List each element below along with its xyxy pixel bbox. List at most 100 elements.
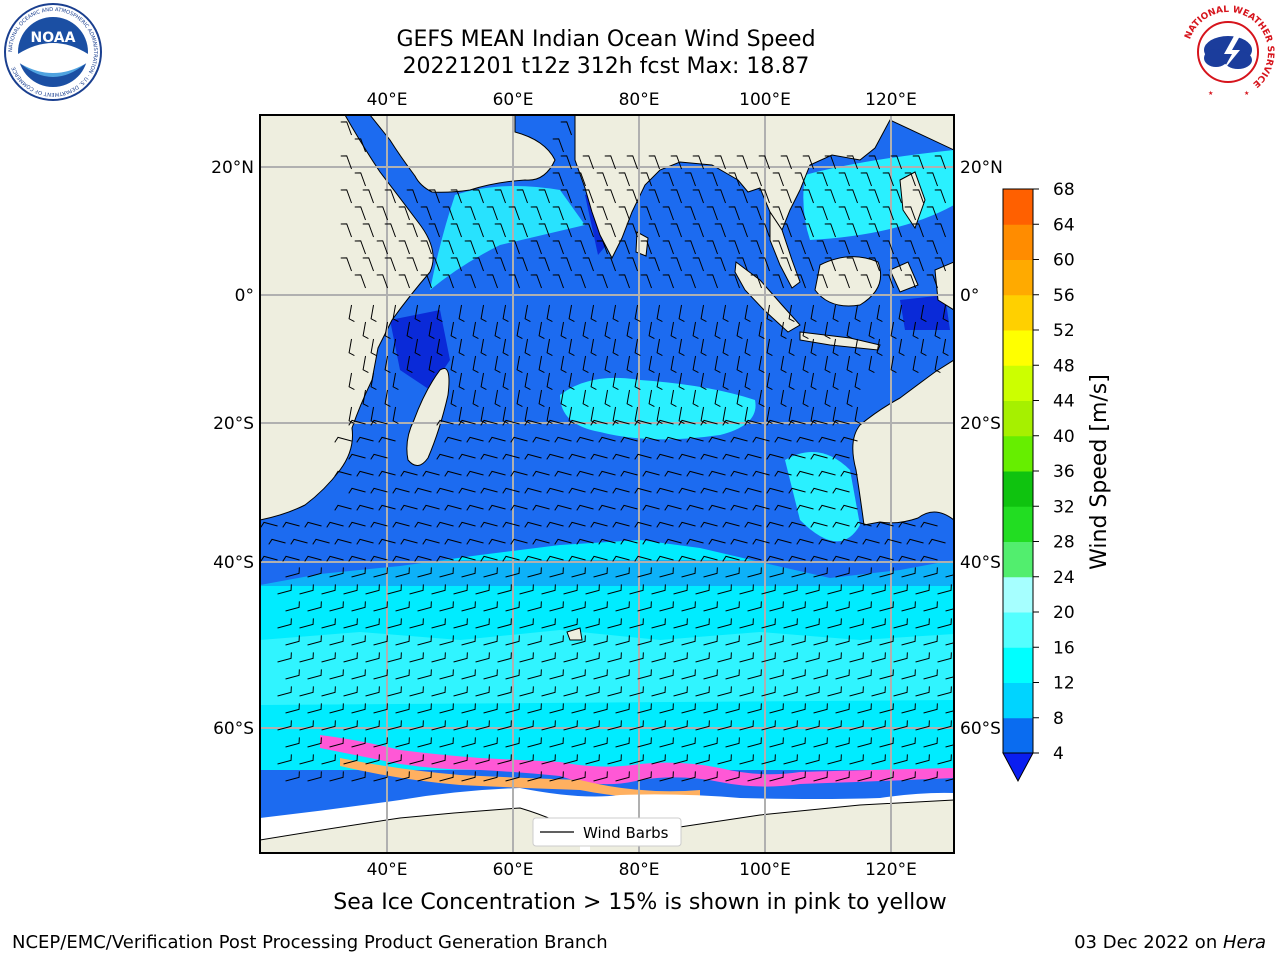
wind-barb bbox=[362, 389, 369, 408]
wind-barb bbox=[612, 304, 619, 323]
wind-barb bbox=[835, 669, 850, 680]
wind-barb bbox=[428, 355, 435, 374]
wind-barb bbox=[554, 470, 572, 477]
wind-barb bbox=[656, 338, 663, 357]
wind-barb bbox=[637, 737, 652, 748]
wind-barb bbox=[414, 338, 421, 357]
wind-barb bbox=[417, 669, 432, 680]
wind-barb bbox=[348, 555, 366, 562]
wind-barb bbox=[299, 720, 314, 731]
wind-barb bbox=[783, 618, 798, 629]
wind-barb bbox=[582, 355, 589, 374]
wind-barb bbox=[890, 355, 897, 374]
wind-barb bbox=[945, 642, 954, 646]
wind-barb bbox=[788, 372, 795, 391]
wind-barb bbox=[898, 304, 905, 323]
wind-barb bbox=[541, 686, 556, 697]
wind-barb bbox=[406, 223, 418, 238]
wind-barb bbox=[494, 355, 501, 374]
wind-barb bbox=[692, 155, 704, 170]
wind-barb bbox=[453, 652, 468, 663]
wind-barb bbox=[439, 635, 454, 646]
wind-barb bbox=[365, 652, 380, 663]
wind-barb bbox=[568, 372, 575, 391]
nws-logo: NATIONAL WEATHER SERVICE ★ ★ bbox=[1180, 4, 1276, 100]
wind-barb bbox=[750, 240, 762, 255]
wind-barb bbox=[854, 304, 861, 323]
wind-barb bbox=[766, 453, 784, 460]
wind-barb bbox=[802, 223, 814, 238]
wind-barb bbox=[615, 737, 630, 748]
wind-barb bbox=[351, 737, 366, 748]
wind-barb bbox=[725, 567, 740, 578]
lat-label-left: 0° bbox=[235, 286, 254, 306]
wind-barb bbox=[571, 771, 586, 782]
wind-barb bbox=[634, 304, 641, 323]
wind-barb bbox=[772, 206, 784, 221]
wind-barb bbox=[876, 338, 883, 357]
wind-barb bbox=[530, 240, 542, 255]
colorbar-band bbox=[1003, 541, 1033, 578]
wind-barb bbox=[307, 669, 322, 680]
wind-barb bbox=[700, 338, 707, 357]
wind-barb bbox=[678, 338, 685, 357]
wind-barb bbox=[783, 584, 798, 595]
wind-barb bbox=[461, 771, 476, 782]
wind-barb bbox=[428, 189, 440, 204]
wind-barb bbox=[656, 521, 674, 528]
wind-barb bbox=[832, 338, 839, 357]
wind-barb bbox=[285, 737, 300, 748]
wind-barb bbox=[849, 618, 864, 629]
wind-barb bbox=[766, 419, 784, 426]
wind-barb bbox=[486, 240, 498, 255]
wind-barb bbox=[772, 172, 784, 187]
wind-barb bbox=[436, 304, 443, 323]
lat-label-right: 40°S bbox=[960, 553, 1001, 573]
wind-barb bbox=[629, 720, 644, 731]
wind-barb bbox=[923, 567, 938, 578]
svg-text:★: ★ bbox=[1208, 90, 1213, 97]
wind-barb bbox=[761, 686, 776, 697]
wind-barb bbox=[409, 652, 424, 663]
wind-barb bbox=[642, 538, 660, 545]
wind-barb bbox=[618, 240, 630, 255]
wind-barb bbox=[651, 754, 666, 765]
wind-barb bbox=[502, 419, 520, 426]
wind-barb bbox=[700, 304, 707, 323]
wind-barb bbox=[920, 338, 927, 357]
wind-barb bbox=[832, 555, 850, 562]
wind-barb bbox=[549, 601, 564, 612]
wind-barb bbox=[439, 669, 454, 680]
wind-barb bbox=[670, 189, 682, 204]
wind-barb bbox=[810, 304, 817, 323]
wind-barb bbox=[384, 389, 391, 408]
wind-barb bbox=[703, 635, 718, 646]
wind-barb bbox=[585, 584, 600, 595]
wind-barb bbox=[615, 669, 630, 680]
wind-barb bbox=[695, 686, 710, 697]
wind-barb bbox=[574, 274, 586, 289]
footer-org: NCEP/EMC/Verification Post Processing Pr… bbox=[12, 932, 608, 953]
wind-barb bbox=[901, 601, 916, 612]
wind-barb bbox=[532, 504, 550, 511]
wind-barb bbox=[915, 584, 930, 595]
wind-barb bbox=[604, 355, 611, 374]
wind-barb bbox=[502, 521, 520, 528]
wind-barb bbox=[510, 470, 528, 477]
wind-barb bbox=[774, 504, 792, 511]
noaa-logo-text: NOAA bbox=[31, 30, 76, 46]
wind-barb bbox=[398, 274, 410, 289]
wind-barb bbox=[722, 487, 740, 494]
wind-barb bbox=[857, 737, 872, 748]
wind-barb bbox=[453, 754, 468, 765]
wind-barb bbox=[882, 274, 894, 289]
wind-barb bbox=[637, 601, 652, 612]
wind-barb bbox=[827, 754, 842, 765]
wind-barb bbox=[824, 189, 836, 204]
wind-barb bbox=[791, 669, 806, 680]
wind-barb bbox=[593, 635, 608, 646]
wind-barb bbox=[725, 771, 740, 782]
wind-barb bbox=[717, 584, 732, 595]
wind-barb bbox=[607, 584, 622, 595]
wind-barb bbox=[480, 453, 498, 460]
